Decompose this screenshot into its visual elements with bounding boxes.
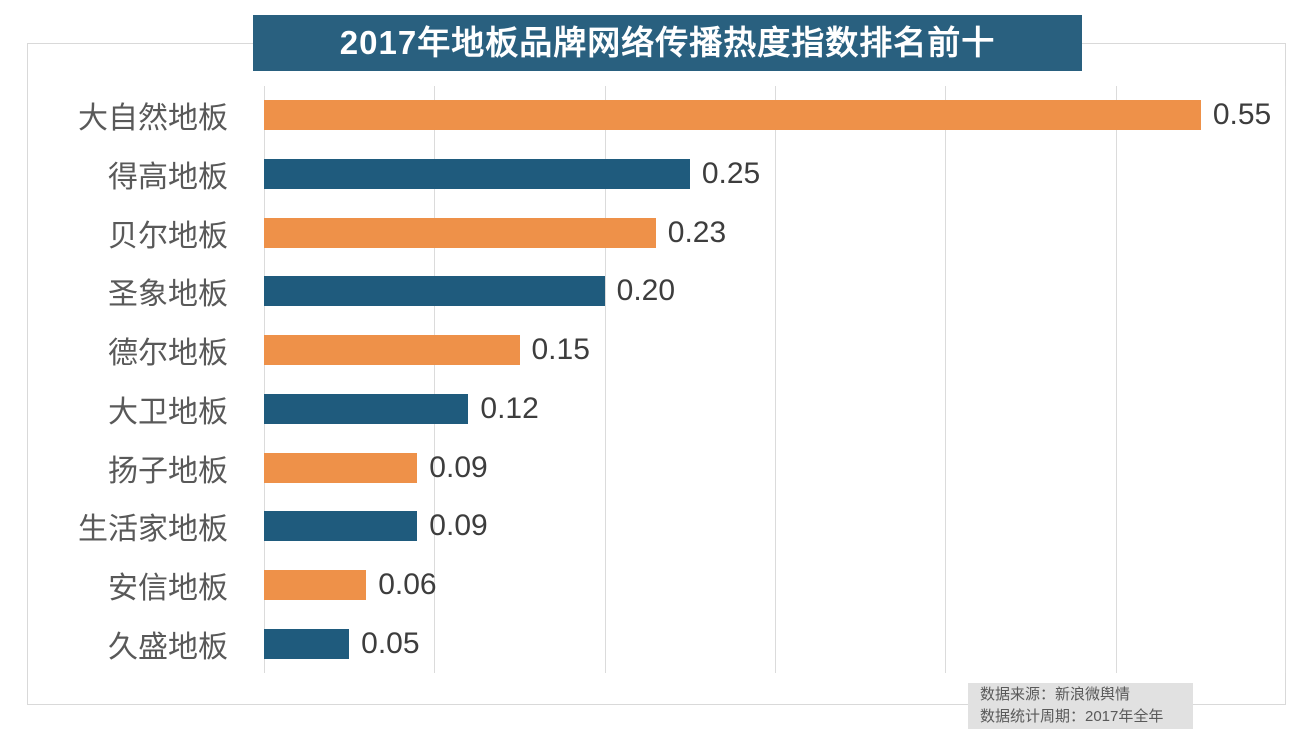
- gridline: [1115, 86, 1117, 673]
- bar-rows-layer: 0.55 0.25 0.23 0.20 0.15 0.12 0.09 0.09 0.06 0.05: [264, 86, 1286, 673]
- bar: [264, 569, 367, 600]
- value-label: 0.25: [701, 157, 761, 191]
- bar: [264, 628, 350, 659]
- bar: [264, 159, 690, 190]
- bar-row: 0.20: [264, 262, 1286, 321]
- bar-row: 0.06: [264, 556, 1286, 615]
- bar-row: 0.09: [264, 438, 1286, 497]
- value-label: 0.09: [429, 450, 488, 484]
- value-label: 0.23: [667, 215, 727, 249]
- value-label: 0.05: [361, 626, 420, 660]
- gridline: [775, 86, 776, 673]
- category-axis: 大自然地板得高地板贝尔地板圣象地板德尔地板大卫地板扬子地板生活家地板安信地板久盛…: [0, 86, 228, 673]
- value-label: 0.09: [429, 509, 488, 543]
- source-note: 数据来源：新浪微舆情 数据统计周期：2017年全年: [968, 683, 1193, 729]
- gridline: [945, 86, 947, 673]
- category-label: 生活家地板: [78, 513, 228, 547]
- bar-row: 0.15: [264, 321, 1286, 380]
- bar-row: 0.55: [264, 86, 1286, 145]
- bar-row: 0.12: [264, 380, 1286, 439]
- source-line: 数据来源：新浪微舆情: [980, 686, 1131, 703]
- gridline: [434, 86, 436, 673]
- category-label: 大自然地板: [78, 102, 228, 136]
- category-label: 大卫地板: [108, 395, 228, 429]
- period-line: 数据统计周期：2017年全年: [980, 708, 1164, 725]
- value-label: 0.06: [378, 567, 437, 601]
- category-label: 得高地板: [108, 161, 228, 195]
- bar-row: 0.23: [264, 203, 1286, 262]
- category-label: 扬子地板: [108, 454, 228, 488]
- bar: [264, 393, 469, 424]
- bar: [264, 335, 520, 366]
- chart-title: 2017年地板品牌网络传播热度指数排名前十: [253, 15, 1082, 71]
- category-label: 贝尔地板: [108, 219, 228, 253]
- value-label: 0.55: [1212, 98, 1272, 132]
- bar: [264, 276, 605, 307]
- bar: [264, 452, 418, 483]
- gridline: [604, 86, 606, 673]
- category-label: 德尔地板: [108, 337, 228, 371]
- gridline: [1285, 86, 1286, 673]
- chart-border-frame: [27, 43, 1286, 705]
- bar: [264, 511, 418, 542]
- bar-row: 0.09: [264, 497, 1286, 556]
- plot-area: 0.55 0.25 0.23 0.20 0.15 0.12 0.09 0.09 0.06 0.05: [264, 86, 1286, 673]
- value-label: 0.15: [531, 333, 590, 367]
- bar-row: 0.05: [264, 614, 1286, 673]
- bar: [264, 100, 1201, 131]
- category-label: 安信地板: [108, 571, 228, 605]
- value-label: 0.12: [480, 391, 539, 425]
- value-label: 0.20: [616, 274, 676, 308]
- category-label: 久盛地板: [108, 630, 228, 664]
- bar-row: 0.25: [264, 145, 1286, 204]
- category-label: 圣象地板: [108, 278, 228, 312]
- gridline: [264, 86, 265, 673]
- bar: [264, 217, 656, 248]
